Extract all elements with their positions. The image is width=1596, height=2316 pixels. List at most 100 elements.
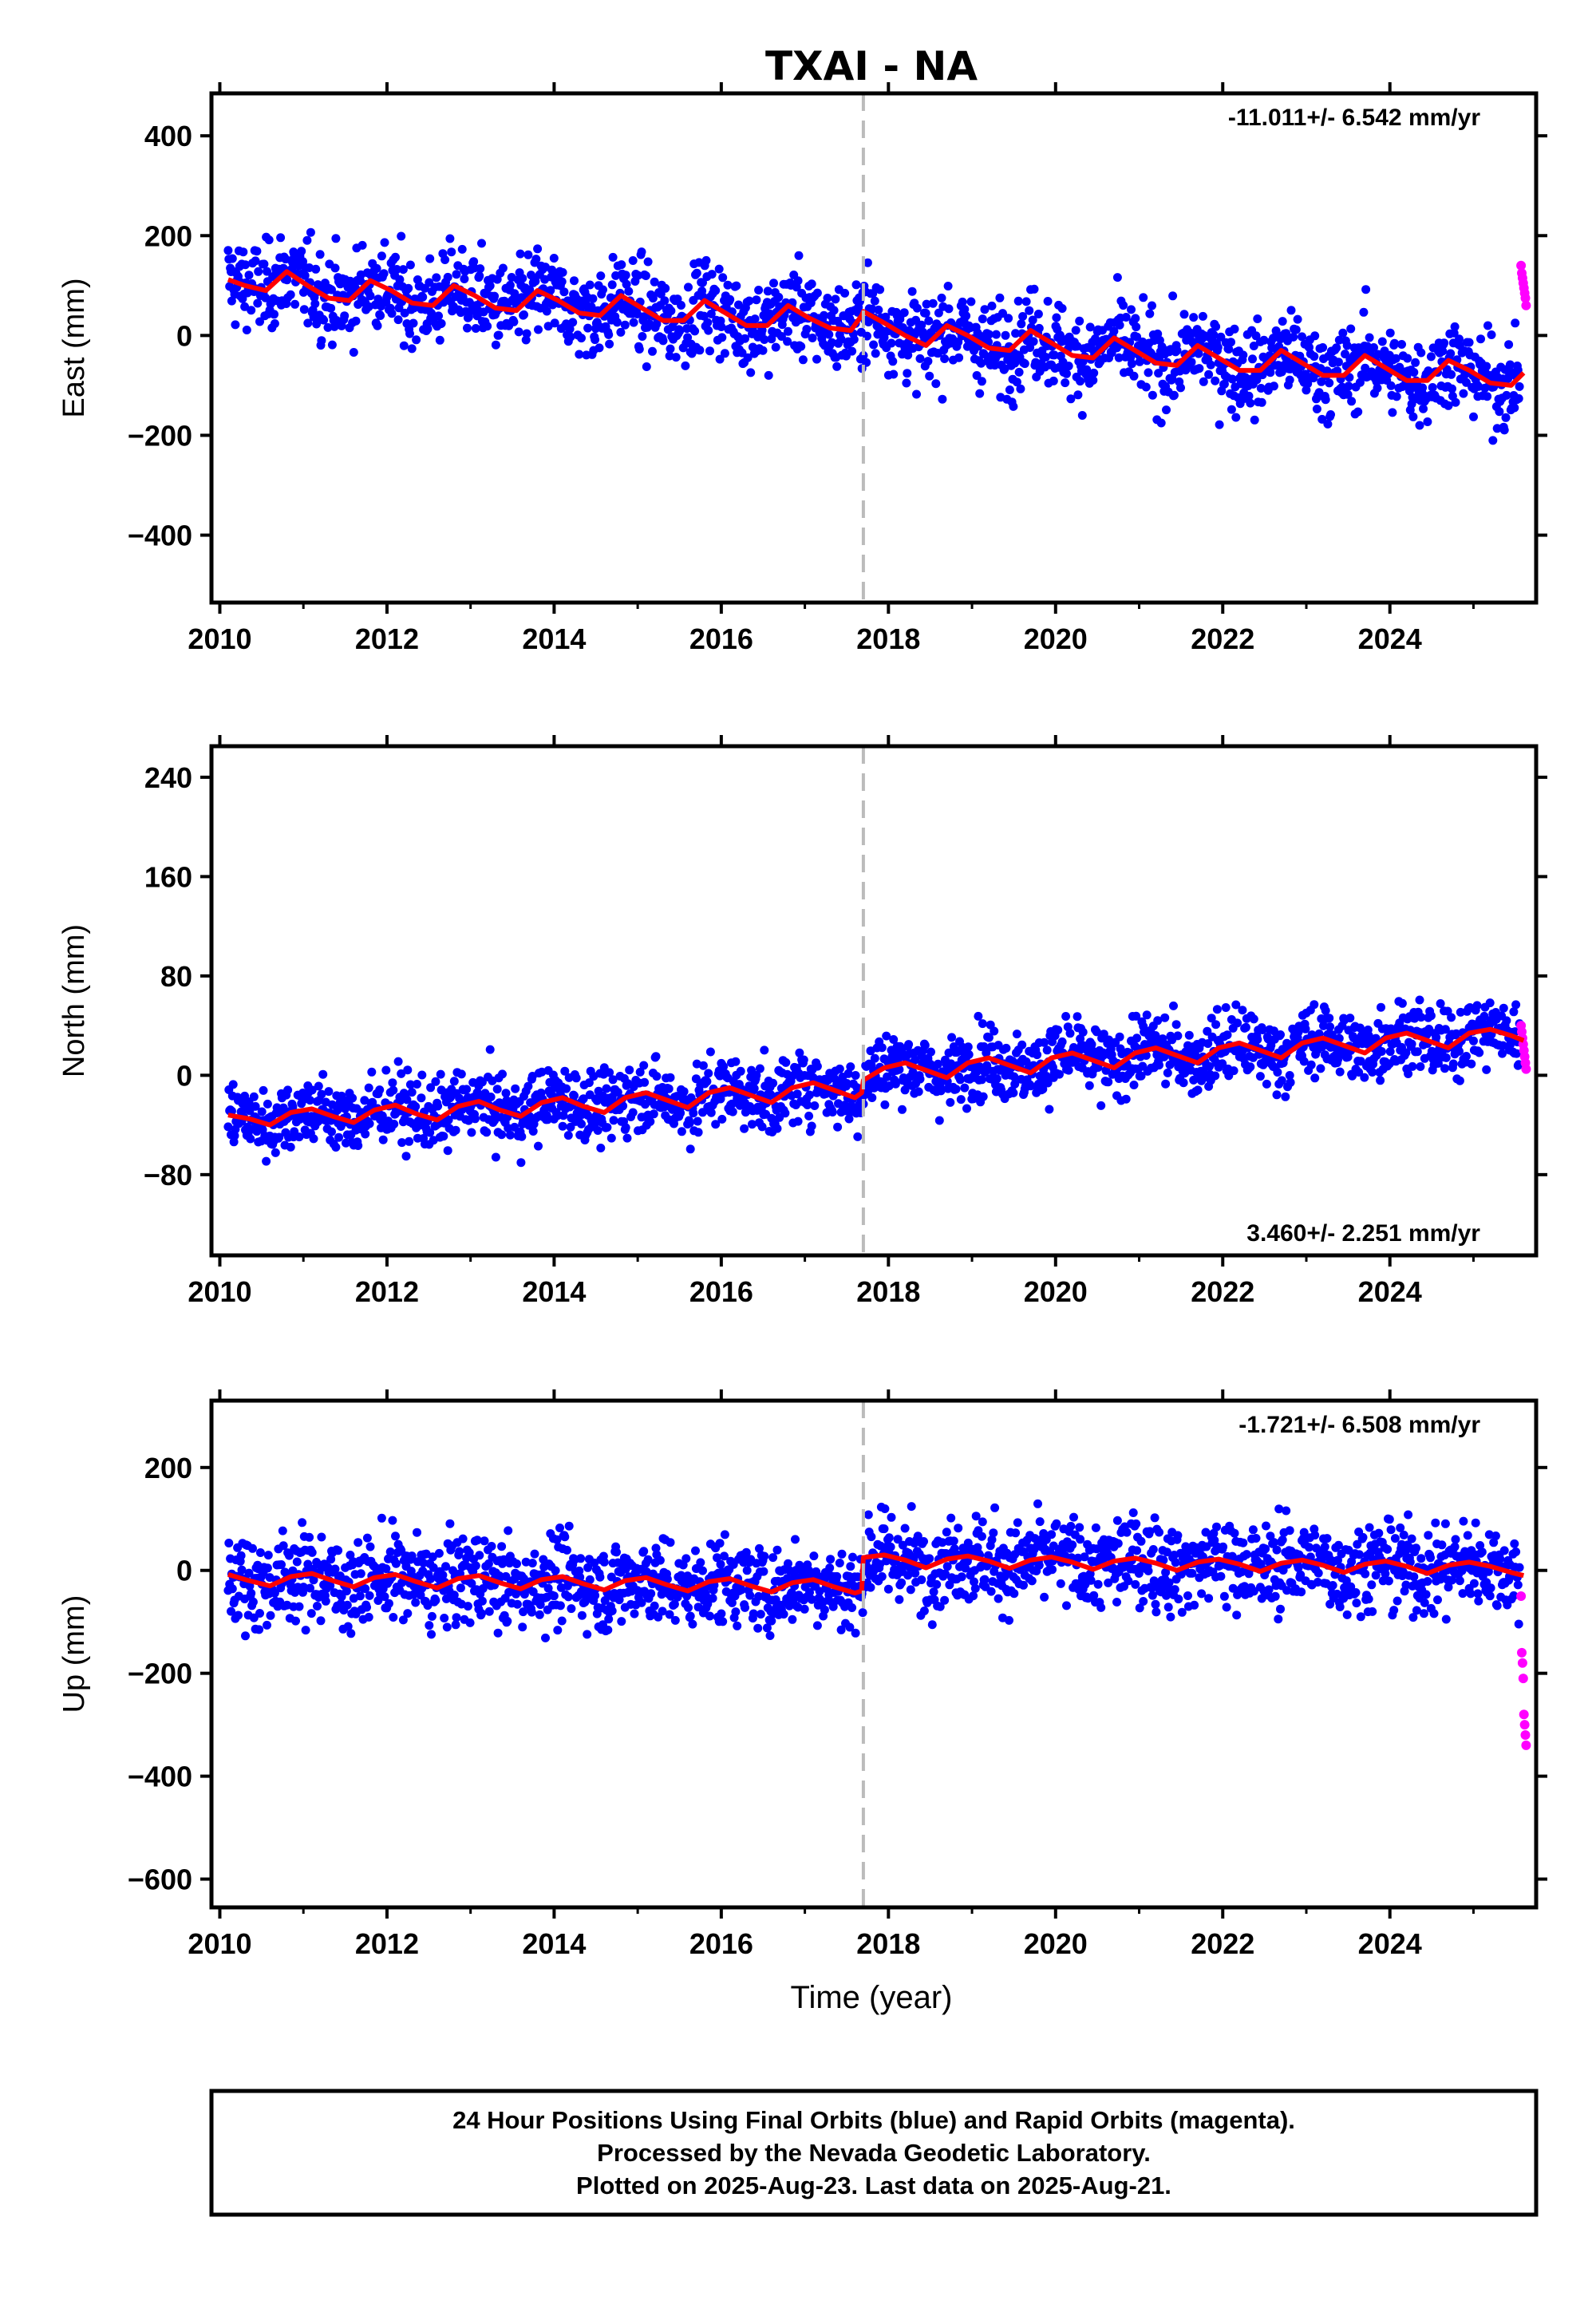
final-orbit-point	[477, 239, 486, 248]
north-rapid-points	[1516, 1021, 1531, 1074]
final-orbit-point	[1323, 419, 1333, 429]
final-orbit-point	[897, 1578, 907, 1587]
final-orbit-point	[760, 1045, 769, 1055]
final-orbit-point	[1061, 1012, 1071, 1021]
final-orbit-point	[846, 1562, 855, 1571]
final-orbit-point	[377, 251, 386, 261]
final-orbit-point	[407, 1551, 417, 1561]
final-orbit-point	[841, 351, 851, 361]
final-orbit-point	[558, 267, 567, 277]
final-orbit-point	[543, 1583, 553, 1593]
final-orbit-point	[1040, 1037, 1049, 1047]
final-orbit-point	[270, 319, 279, 328]
final-orbit-point	[602, 1084, 611, 1093]
final-orbit-point	[433, 1101, 443, 1111]
final-orbit-point	[440, 1614, 449, 1622]
final-orbit-point	[519, 310, 528, 319]
final-orbit-point	[365, 1542, 375, 1551]
final-orbit-point	[290, 299, 300, 309]
final-orbit-point	[718, 273, 728, 283]
final-orbit-point	[1426, 1011, 1436, 1021]
y-tick-label: 200	[144, 219, 192, 252]
final-orbit-point	[1168, 291, 1178, 301]
final-orbit-point	[1407, 1039, 1416, 1049]
final-orbit-point	[982, 1048, 991, 1057]
final-orbit-point	[1173, 1031, 1183, 1041]
final-orbit-point	[613, 1088, 622, 1097]
final-orbit-point	[365, 1591, 374, 1600]
final-orbit-point	[1316, 1064, 1325, 1073]
final-orbit-point	[714, 264, 724, 274]
final-orbit-point	[1010, 1079, 1020, 1089]
final-orbit-point	[571, 1073, 581, 1083]
final-orbit-point	[381, 1065, 391, 1075]
final-orbit-point	[1285, 375, 1294, 385]
final-orbit-point	[387, 309, 397, 318]
final-orbit-point	[1179, 310, 1189, 319]
final-orbit-point	[1298, 332, 1306, 342]
final-orbit-point	[1104, 1077, 1113, 1087]
final-orbit-point	[650, 1601, 659, 1611]
final-orbit-point	[470, 1114, 480, 1124]
final-orbit-point	[1087, 1040, 1096, 1049]
final-orbit-point	[1388, 408, 1397, 417]
final-orbit-point	[1377, 1047, 1386, 1056]
final-orbit-point	[1467, 1059, 1476, 1069]
final-orbit-point	[1385, 1047, 1395, 1057]
final-orbit-point	[843, 1069, 853, 1078]
final-orbit-point	[826, 1555, 836, 1564]
final-orbit-point	[565, 324, 575, 334]
final-orbit-point	[743, 353, 753, 362]
final-orbit-point	[1203, 1039, 1213, 1049]
final-orbit-point	[1305, 342, 1314, 352]
final-orbit-point	[227, 296, 236, 306]
final-orbit-point	[1401, 1048, 1411, 1057]
final-orbit-point	[1403, 354, 1412, 363]
final-orbit-point	[388, 1516, 397, 1525]
final-orbit-point	[703, 318, 713, 327]
final-orbit-point	[696, 1558, 705, 1567]
final-orbit-point	[427, 1630, 436, 1639]
final-orbit-point	[946, 1097, 955, 1107]
final-orbit-point	[1376, 1076, 1385, 1085]
final-orbit-point	[1423, 417, 1432, 426]
final-orbit-point	[348, 1093, 358, 1103]
final-orbit-point	[1029, 337, 1038, 346]
final-orbit-point	[1191, 1049, 1199, 1059]
final-orbit-point	[1092, 1027, 1101, 1037]
final-orbit-point	[445, 234, 455, 243]
final-orbit-point	[1246, 398, 1255, 408]
final-orbit-point	[731, 1607, 741, 1617]
final-orbit-point	[1041, 353, 1050, 362]
final-orbit-point	[1145, 309, 1155, 318]
final-orbit-point	[1436, 999, 1445, 1008]
final-orbit-point	[591, 1591, 600, 1600]
final-orbit-point	[920, 1041, 930, 1050]
final-orbit-point	[1289, 332, 1298, 342]
final-orbit-point	[1219, 379, 1229, 389]
final-orbit-point	[263, 1099, 272, 1109]
final-orbit-point	[736, 1066, 745, 1076]
final-orbit-point	[780, 1109, 790, 1118]
final-orbit-point	[752, 1070, 761, 1080]
final-orbit-point	[978, 1092, 988, 1101]
final-orbit-point	[671, 353, 681, 362]
east-plot-frame	[209, 91, 1539, 605]
final-orbit-point	[984, 1033, 994, 1042]
final-orbit-point	[990, 1026, 999, 1036]
final-orbit-point	[346, 1629, 356, 1638]
final-orbit-point	[900, 343, 910, 353]
final-orbit-point	[380, 238, 389, 247]
final-orbit-point	[1169, 390, 1179, 400]
final-orbit-point	[882, 1031, 891, 1041]
final-orbit-point	[749, 1084, 759, 1093]
final-orbit-point	[954, 1524, 963, 1533]
final-orbit-point	[604, 330, 614, 339]
final-orbit-point	[891, 1079, 900, 1089]
final-orbit-point	[324, 1087, 334, 1097]
final-orbit-point	[1373, 383, 1382, 393]
final-orbit-point	[883, 1584, 893, 1594]
final-orbit-point	[1258, 1026, 1267, 1034]
x-tick-label: 2022	[1191, 1275, 1254, 1308]
final-orbit-point	[934, 1059, 942, 1069]
